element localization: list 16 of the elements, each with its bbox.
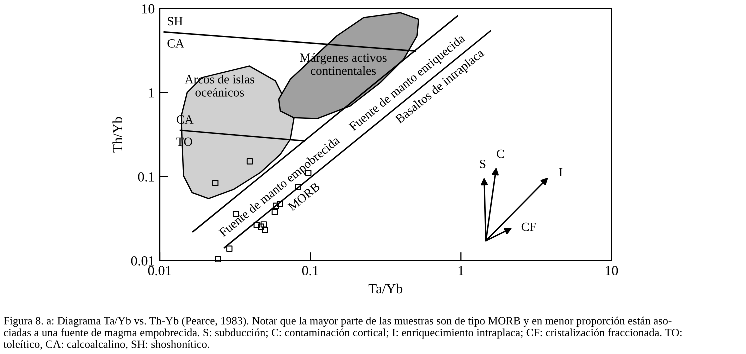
x-tick-label: 0.1 [302, 266, 318, 276]
y-tick-label: 0.1 [138, 172, 154, 182]
annotation: CF [522, 222, 536, 232]
annotation: I [559, 168, 563, 177]
annotation: S [480, 160, 486, 168]
y-tick-label: 10 [142, 4, 155, 14]
x-axis-title: Ta/Yb [368, 284, 403, 294]
y-tick-label: 1 [149, 88, 154, 98]
text: Figura 8. a: Diagrama Ta/Yb vs. Th-Yb (Pearce, 1983). Notar que la mayor parte de las muestras son de tipo MORB y en menor proporción están aso- ciadas a una fuente de magma empobrecida. S: subducción; C: contaminación cortical; I: enriquecimiento intraplaca; CF: cristalización fraccionada. TO: toleítico, CA: calcoalcalino, SH: shoshonítico. [4, 316, 682, 350]
annotation: CA [168, 39, 184, 48]
y-axis-title: Th/Yb [112, 117, 122, 153]
annotation: C [497, 150, 504, 158]
x-tick-label: 1 [458, 266, 464, 276]
annotation: SH [168, 17, 183, 26]
y-tick-label: 0.01 [131, 256, 154, 266]
x-tick-label: 10 [606, 266, 618, 276]
